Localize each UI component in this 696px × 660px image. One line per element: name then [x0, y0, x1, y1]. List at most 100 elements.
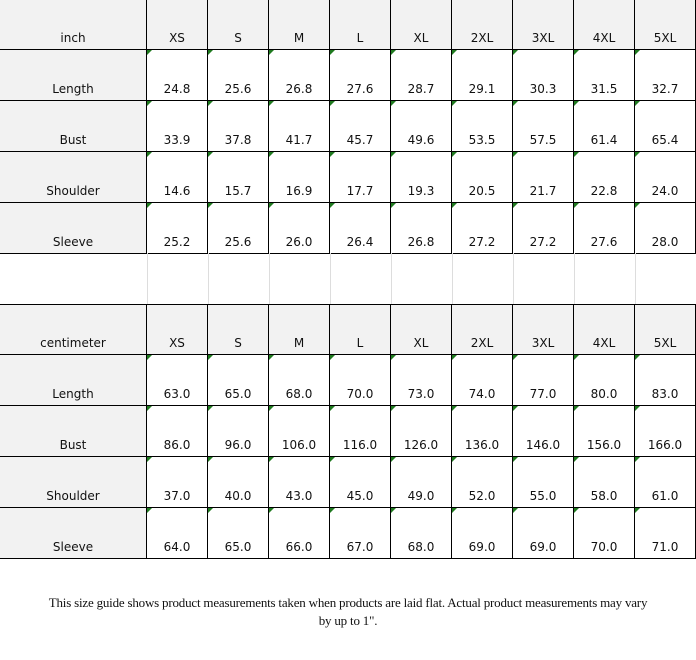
size-header-m: M	[269, 0, 330, 50]
measurement-cell: 166.0	[635, 406, 696, 457]
measurement-cell: 126.0	[391, 406, 452, 457]
measurement-cell: 69.0	[452, 508, 513, 559]
size-header-2xl: 2XL	[452, 0, 513, 50]
measurement-cell: 31.5	[574, 50, 635, 101]
measurement-cell: 19.3	[391, 152, 452, 203]
measurement-cell: 61.0	[635, 457, 696, 508]
inch-size-table: inch XS S M L XL 2XL 3XL 4XL 5XL Length 24.8 25.6 26.…	[0, 0, 696, 254]
size-header-3xl: 3XL	[513, 0, 574, 50]
gridline	[208, 253, 209, 304]
size-header-xl: XL	[391, 305, 452, 355]
measurement-cell: 15.7	[208, 152, 269, 203]
measurement-cell: 86.0	[147, 406, 208, 457]
centimeter-size-table: centimeter XS S M L XL 2XL 3XL 4XL 5XL Length 63.0 6…	[0, 304, 696, 559]
measurement-cell: 24.0	[635, 152, 696, 203]
measurement-cell: 49.0	[391, 457, 452, 508]
measurement-cell: 69.0	[513, 508, 574, 559]
measurement-cell: 32.7	[635, 50, 696, 101]
row-label-shoulder: Shoulder	[0, 457, 147, 508]
measurement-cell: 57.5	[513, 101, 574, 152]
measurement-cell: 68.0	[391, 508, 452, 559]
measurement-cell: 27.6	[574, 203, 635, 254]
measurement-cell: 116.0	[330, 406, 391, 457]
measurement-cell: 136.0	[452, 406, 513, 457]
row-label-bust: Bust	[0, 101, 147, 152]
measurement-cell: 22.8	[574, 152, 635, 203]
measurement-cell: 52.0	[452, 457, 513, 508]
size-guide-note: This size guide shows product measuremen…	[0, 594, 696, 630]
gridline	[269, 253, 270, 304]
measurement-cell: 26.8	[391, 203, 452, 254]
measurement-cell: 65.0	[208, 355, 269, 406]
measurement-cell: 25.6	[208, 50, 269, 101]
row-label-sleeve: Sleeve	[0, 203, 147, 254]
measurement-cell: 37.8	[208, 101, 269, 152]
gridline	[513, 253, 514, 304]
measurement-cell: 71.0	[635, 508, 696, 559]
gridline	[635, 253, 636, 304]
gridline	[147, 253, 148, 304]
measurement-cell: 45.0	[330, 457, 391, 508]
gridline	[574, 253, 575, 304]
measurement-cell: 14.6	[147, 152, 208, 203]
row-label-sleeve: Sleeve	[0, 508, 147, 559]
size-header-s: S	[208, 0, 269, 50]
measurement-cell: 43.0	[269, 457, 330, 508]
unit-header: inch	[0, 0, 147, 50]
size-header-xs: XS	[147, 305, 208, 355]
measurement-cell: 68.0	[269, 355, 330, 406]
size-header-xl: XL	[391, 0, 452, 50]
measurement-cell: 146.0	[513, 406, 574, 457]
measurement-cell: 24.8	[147, 50, 208, 101]
measurement-cell: 73.0	[391, 355, 452, 406]
measurement-cell: 63.0	[147, 355, 208, 406]
measurement-cell: 77.0	[513, 355, 574, 406]
size-header-l: L	[330, 0, 391, 50]
measurement-cell: 20.5	[452, 152, 513, 203]
measurement-cell: 156.0	[574, 406, 635, 457]
measurement-cell: 33.9	[147, 101, 208, 152]
row-label-bust: Bust	[0, 406, 147, 457]
measurement-cell: 26.0	[269, 203, 330, 254]
unit-header: centimeter	[0, 305, 147, 355]
measurement-cell: 26.4	[330, 203, 391, 254]
measurement-cell: 53.5	[452, 101, 513, 152]
size-header-m: M	[269, 305, 330, 355]
row-label-length: Length	[0, 355, 147, 406]
gridline	[330, 253, 331, 304]
size-header-4xl: 4XL	[574, 305, 635, 355]
measurement-cell: 70.0	[330, 355, 391, 406]
measurement-cell: 49.6	[391, 101, 452, 152]
size-header-xs: XS	[147, 0, 208, 50]
row-label-shoulder: Shoulder	[0, 152, 147, 203]
size-header-s: S	[208, 305, 269, 355]
measurement-cell: 58.0	[574, 457, 635, 508]
measurement-cell: 28.7	[391, 50, 452, 101]
measurement-cell: 64.0	[147, 508, 208, 559]
measurement-cell: 25.2	[147, 203, 208, 254]
measurement-cell: 37.0	[147, 457, 208, 508]
measurement-cell: 45.7	[330, 101, 391, 152]
measurement-cell: 28.0	[635, 203, 696, 254]
note-line-2: by up to 1".	[318, 613, 378, 628]
measurement-cell: 80.0	[574, 355, 635, 406]
size-header-5xl: 5XL	[635, 305, 696, 355]
measurement-cell: 30.3	[513, 50, 574, 101]
spacer-row	[0, 253, 696, 304]
size-header-4xl: 4XL	[574, 0, 635, 50]
measurement-cell: 55.0	[513, 457, 574, 508]
gridline	[391, 253, 392, 304]
measurement-cell: 70.0	[574, 508, 635, 559]
measurement-cell: 26.8	[269, 50, 330, 101]
row-label-length: Length	[0, 50, 147, 101]
note-line-1: This size guide shows product measuremen…	[48, 595, 648, 610]
measurement-cell: 74.0	[452, 355, 513, 406]
size-header-l: L	[330, 305, 391, 355]
gridline	[452, 253, 453, 304]
size-header-3xl: 3XL	[513, 305, 574, 355]
measurement-cell: 106.0	[269, 406, 330, 457]
measurement-cell: 96.0	[208, 406, 269, 457]
measurement-cell: 41.7	[269, 101, 330, 152]
measurement-cell: 40.0	[208, 457, 269, 508]
measurement-cell: 21.7	[513, 152, 574, 203]
